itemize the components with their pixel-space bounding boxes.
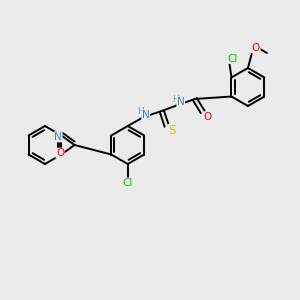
Text: O: O — [252, 43, 260, 53]
Text: O: O — [56, 148, 64, 158]
Text: O: O — [204, 112, 212, 122]
Text: N: N — [177, 97, 184, 107]
Text: Cl: Cl — [227, 53, 238, 64]
Text: S: S — [168, 124, 176, 137]
Text: N: N — [142, 110, 150, 120]
Text: H: H — [172, 94, 179, 103]
Text: Cl: Cl — [122, 178, 133, 188]
Text: N: N — [54, 132, 62, 142]
Text: H: H — [137, 107, 144, 116]
